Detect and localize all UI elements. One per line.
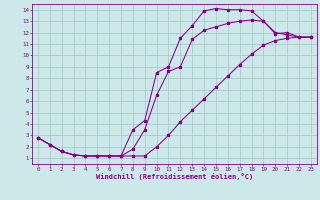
X-axis label: Windchill (Refroidissement éolien,°C): Windchill (Refroidissement éolien,°C) <box>96 173 253 180</box>
